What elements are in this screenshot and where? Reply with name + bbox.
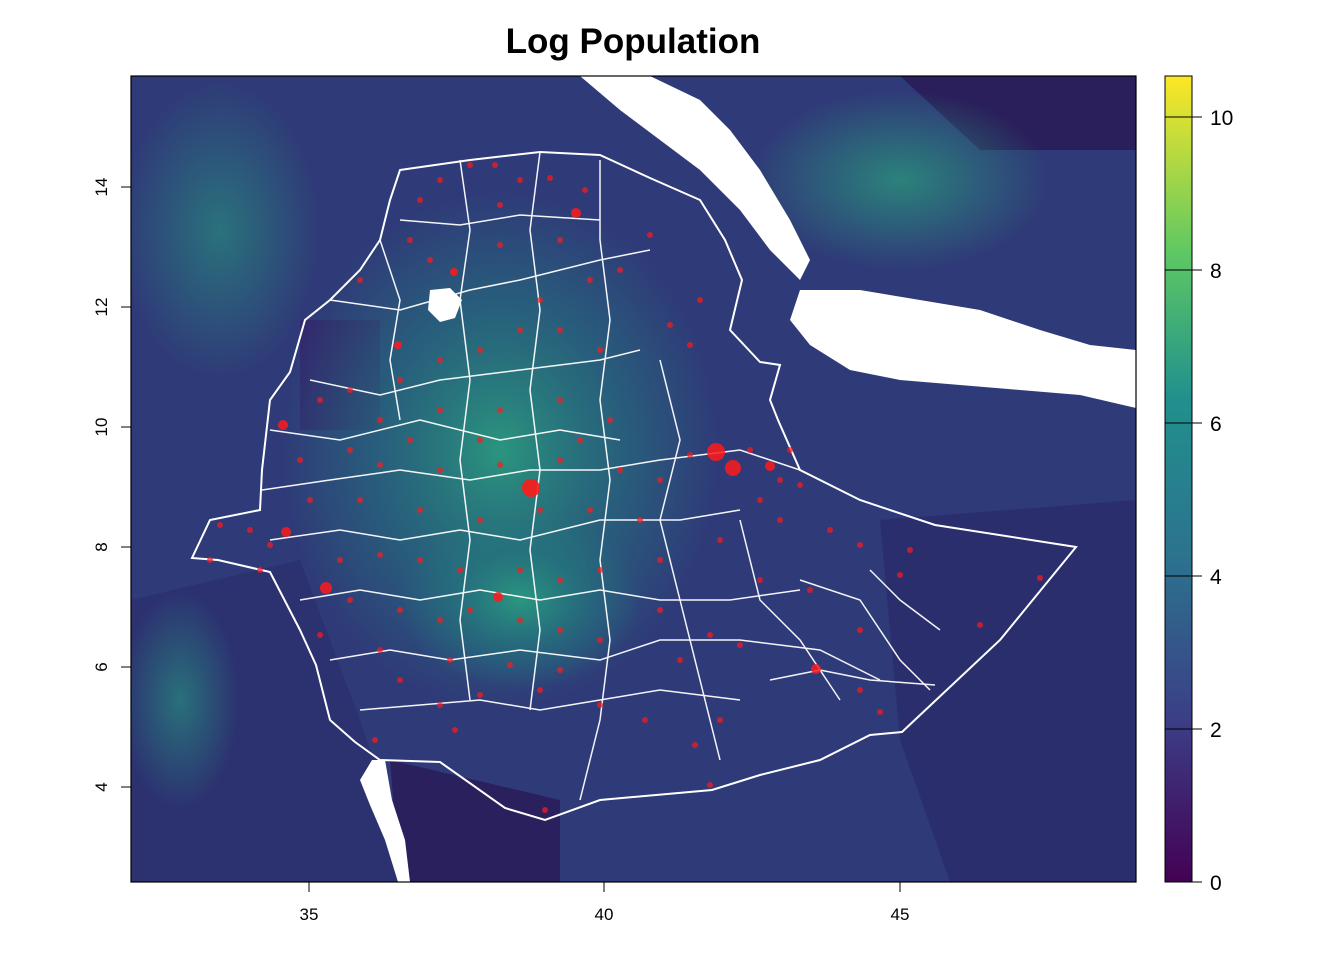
colorbar-label: 4 xyxy=(1210,566,1222,589)
point-asosa xyxy=(278,420,288,430)
point-mizan xyxy=(320,582,332,594)
y-tick-label: 4 xyxy=(92,782,111,791)
raster-dark-south xyxy=(390,760,560,882)
point-addis-ababa xyxy=(522,479,540,497)
x-axis: 35 40 45 xyxy=(300,882,910,924)
raster-layer xyxy=(131,76,1136,882)
raster-southsudan-glow xyxy=(131,590,240,810)
colorbar-label: 2 xyxy=(1210,719,1222,742)
ethiopia-boundary xyxy=(190,150,1078,822)
raster-sudan-glow xyxy=(131,80,320,380)
raster-south-glow xyxy=(400,510,640,690)
district-boundaries xyxy=(261,151,941,801)
colorbar xyxy=(1164,75,1193,883)
point-gode xyxy=(811,664,821,674)
x-tick-label: 35 xyxy=(300,905,319,924)
map-title: Log Population xyxy=(505,22,761,61)
y-tick-label: 10 xyxy=(92,418,111,437)
y-tick-label: 8 xyxy=(92,542,111,551)
gulf-of-aden xyxy=(790,290,1136,408)
colorbar-label: 8 xyxy=(1210,260,1222,283)
y-tick-label: 6 xyxy=(92,662,111,671)
x-tick-label: 45 xyxy=(891,905,910,924)
x-tick-label: 40 xyxy=(595,905,614,924)
colorbar-label: 10 xyxy=(1210,107,1233,130)
colorbar-label: 6 xyxy=(1210,413,1222,436)
y-tick-label: 12 xyxy=(92,298,111,317)
point-bahir-dar xyxy=(394,341,402,349)
raster-dark-somalia xyxy=(880,500,1136,882)
point-hawassa xyxy=(493,592,503,602)
raster-dark-yemen-north xyxy=(900,76,1136,150)
point-dire-dawa xyxy=(707,443,725,461)
colorbar-label: 0 xyxy=(1210,872,1222,895)
raster-yemen-glow xyxy=(750,90,1050,270)
point-jijiga xyxy=(765,461,775,471)
point-gambela xyxy=(281,527,291,537)
y-tick-label: 14 xyxy=(92,178,111,197)
settlement-points xyxy=(207,162,1043,813)
point-harar xyxy=(725,460,741,476)
plot-frame xyxy=(130,75,1137,883)
point-gondar xyxy=(450,268,458,276)
point-mekelle xyxy=(571,208,581,218)
colorbar-legend: 0 2 4 6 8 10 xyxy=(1164,75,1233,895)
red-sea xyxy=(580,76,810,280)
y-axis: 4 6 8 10 12 14 xyxy=(92,178,131,792)
lake-turkana xyxy=(360,760,410,882)
lake-tana xyxy=(428,288,462,322)
